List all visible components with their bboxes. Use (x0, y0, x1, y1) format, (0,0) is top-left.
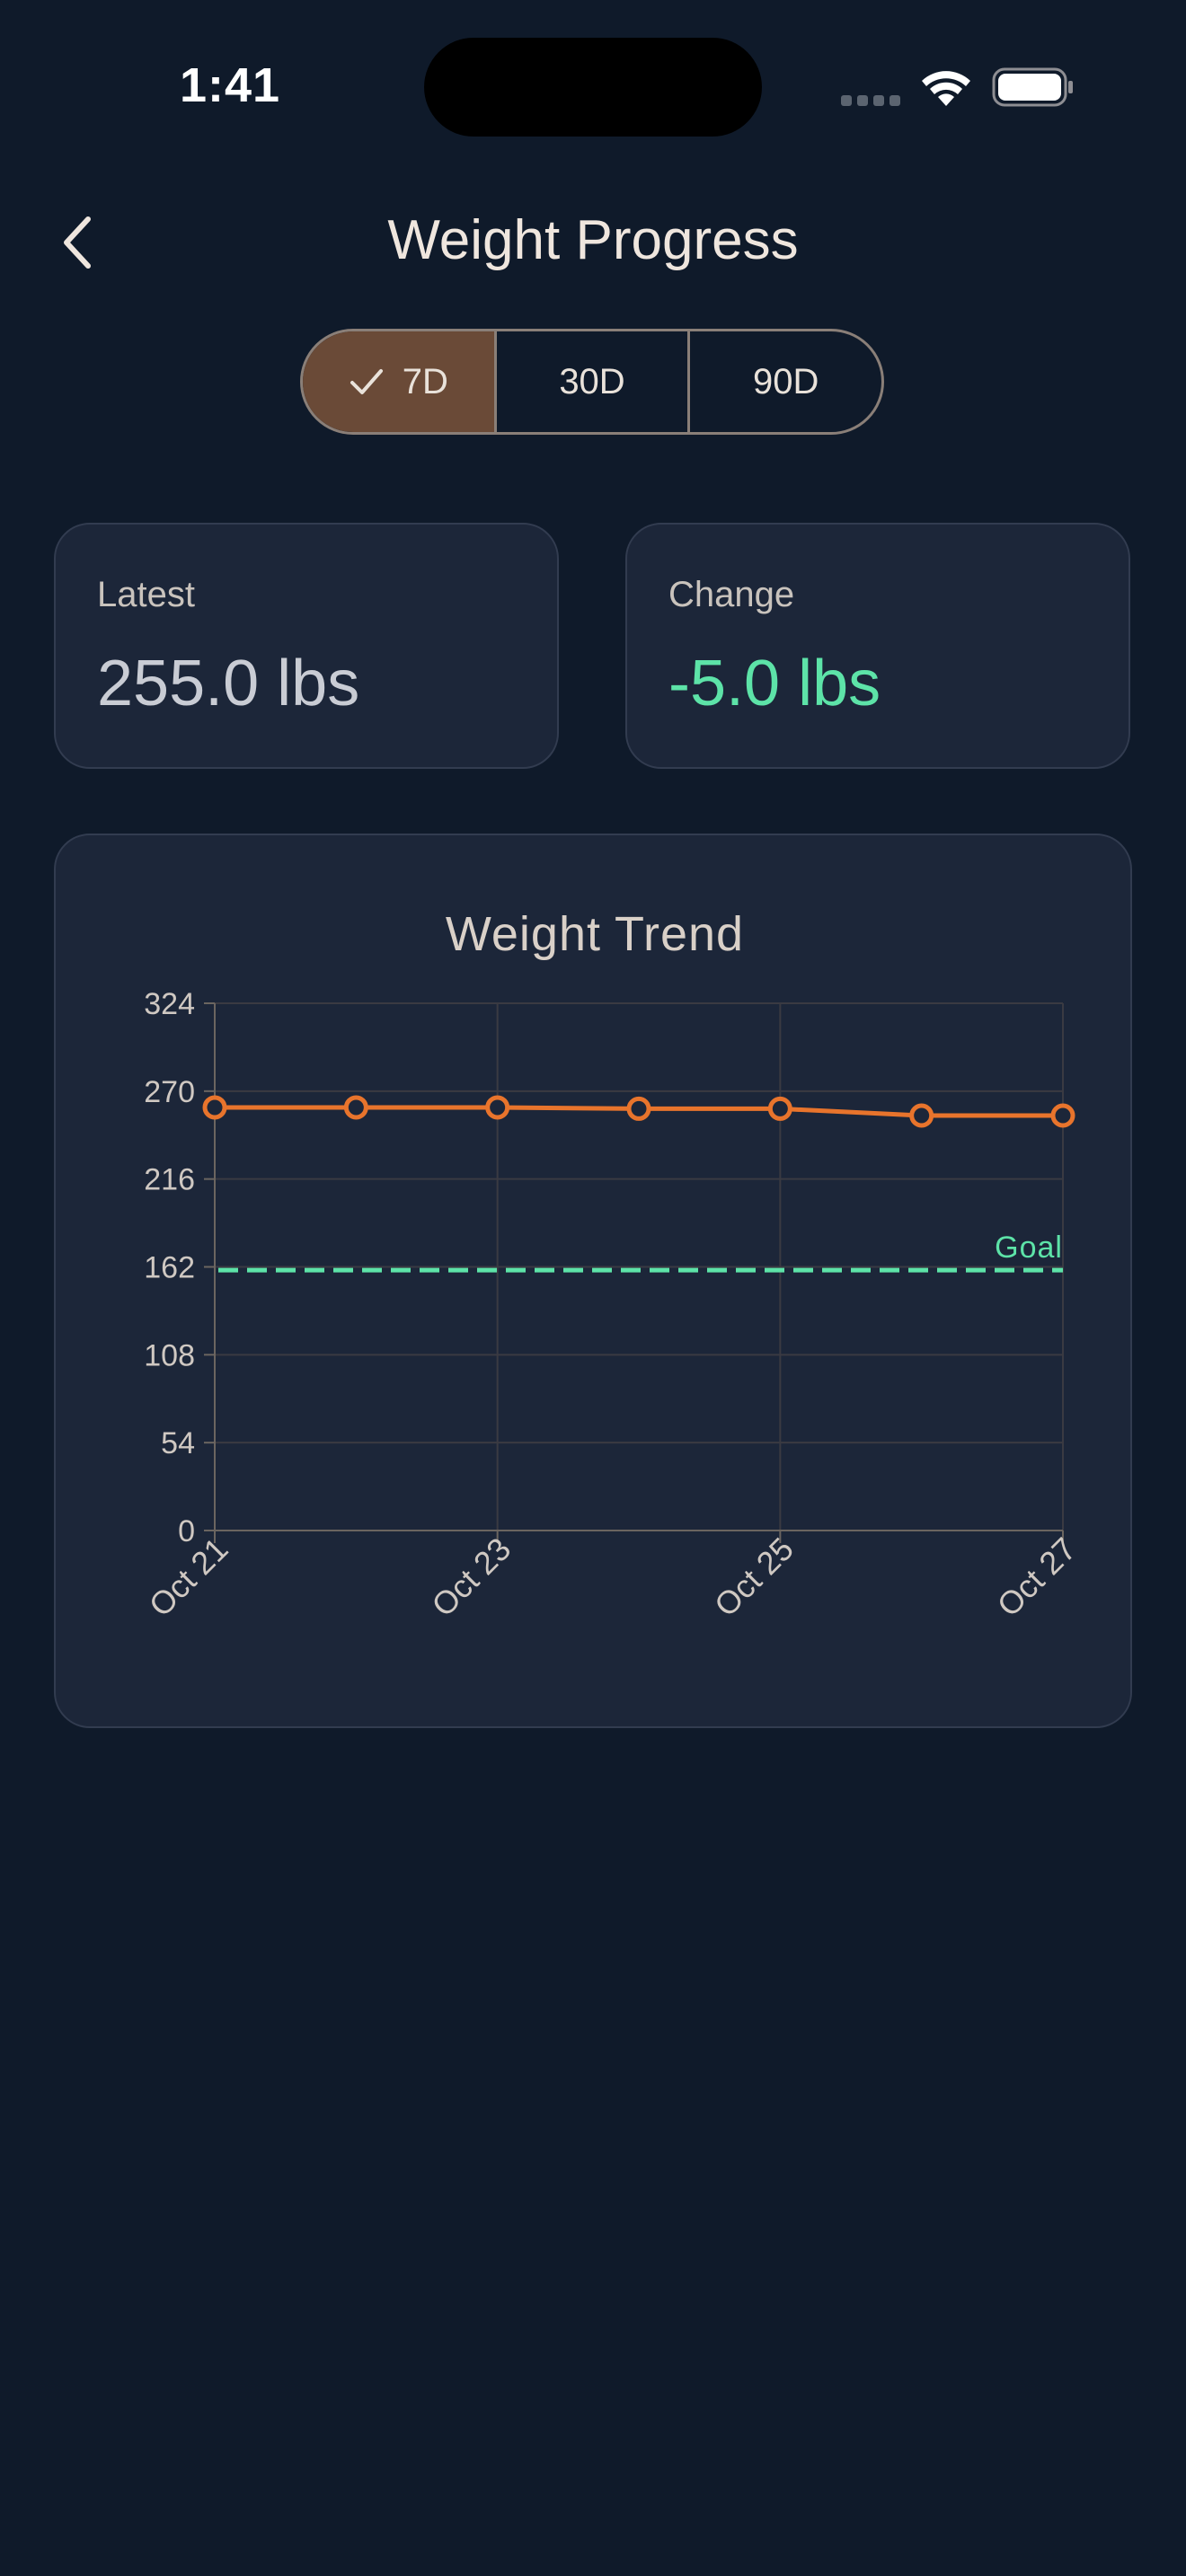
wifi-icon (922, 71, 970, 106)
x-tick-label: Oct 27 (990, 1531, 1084, 1624)
change-value: -5.0 lbs (668, 648, 881, 719)
data-point (626, 1096, 651, 1121)
y-tick-label: 162 (144, 1251, 195, 1285)
battery-icon (992, 67, 1073, 107)
data-point (767, 1096, 792, 1121)
latest-weight-card: Latest 255.0 lbs (54, 523, 559, 769)
y-tick-label: 324 (144, 987, 195, 1021)
data-point (1050, 1103, 1075, 1128)
data-point (343, 1095, 368, 1120)
y-tick-label: 216 (144, 1163, 195, 1197)
status-time: 1:41 (180, 58, 281, 112)
range-option-label: 7D (402, 361, 448, 401)
latest-value: 255.0 lbs (97, 648, 360, 719)
dynamic-island (424, 38, 762, 137)
data-point (202, 1095, 227, 1120)
range-option-30d[interactable]: 30D (493, 331, 688, 432)
change-label: Change (668, 575, 795, 614)
data-point (909, 1103, 934, 1128)
range-option-label: 90D (752, 361, 819, 401)
goal-label: Goal (995, 1231, 1063, 1265)
range-option-90d[interactable]: 90D (687, 331, 881, 432)
cellular-signal-icon (841, 95, 900, 106)
range-option-7d[interactable]: 7D (303, 331, 494, 432)
data-point (485, 1095, 510, 1120)
checkmark-icon (350, 369, 383, 394)
y-tick-label: 54 (161, 1426, 195, 1460)
x-tick-label: Oct 25 (707, 1531, 801, 1624)
weight-trend-card: Weight Trend 0 54 108 162 216 270 324 Oct 21 Oct … (54, 834, 1132, 1728)
y-tick-label: 108 (144, 1338, 195, 1372)
x-tick-label: Oct 23 (424, 1531, 518, 1624)
page-title: Weight Progress (387, 209, 799, 271)
weight-change-card: Change -5.0 lbs (625, 523, 1130, 769)
back-button[interactable] (50, 207, 104, 278)
chart-title: Weight Trend (446, 907, 744, 961)
y-tick-label: 0 (178, 1514, 195, 1548)
latest-label: Latest (97, 575, 195, 614)
y-tick-label: 270 (144, 1075, 195, 1109)
range-selector: 7D 30D 90D (300, 329, 884, 435)
range-option-label: 30D (559, 361, 625, 401)
chevron-left-icon (64, 216, 91, 269)
